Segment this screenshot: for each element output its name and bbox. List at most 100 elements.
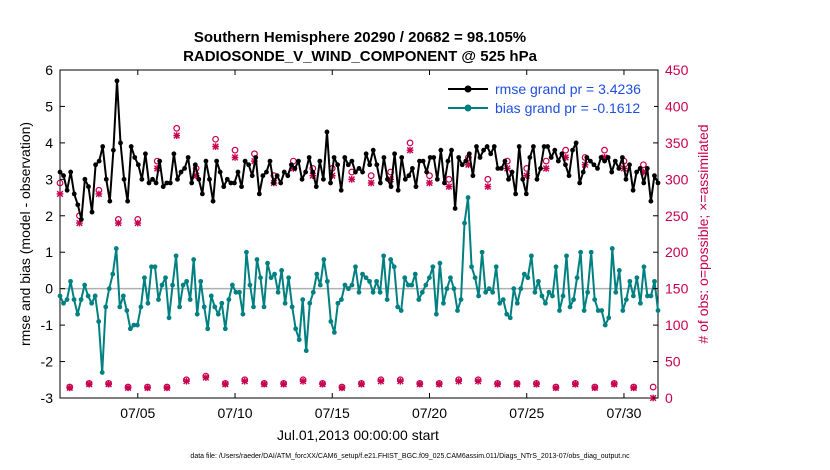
- rmse-point: [602, 158, 608, 164]
- obs-assimilated-marker: [173, 132, 181, 139]
- bias-point: [630, 293, 636, 299]
- rmse-point: [150, 176, 155, 182]
- bias-point: [462, 220, 467, 226]
- obs-assimilated-marker: [416, 380, 424, 388]
- bias-point: [258, 275, 263, 281]
- obs-possible-marker: [406, 139, 414, 147]
- rmse-point: [413, 184, 419, 190]
- bias-point: [384, 297, 390, 302]
- rmse-point: [143, 151, 148, 157]
- obs-assimilated-marker: [183, 377, 190, 385]
- bias-point: [205, 326, 211, 332]
- rmse-point: [374, 162, 380, 168]
- rmse-point: [210, 198, 216, 204]
- y-tick-label-right: 350: [665, 135, 689, 151]
- bias-point: [623, 297, 629, 302]
- x-tick-label: 07/25: [509, 405, 544, 421]
- rmse-point: [139, 176, 145, 182]
- bias-point: [578, 249, 584, 255]
- obs-assimilated-marker: [358, 380, 365, 388]
- obs-assimilated-marker: [474, 377, 482, 385]
- rmse-point: [324, 129, 330, 135]
- rmse-point: [96, 158, 102, 164]
- rmse-point: [506, 176, 511, 182]
- bias-point: [430, 264, 436, 270]
- rmse-point: [285, 173, 291, 179]
- obs-assimilated-marker: [435, 380, 443, 388]
- bias-point: [486, 286, 492, 292]
- obs-possible-marker: [649, 383, 657, 391]
- rmse-point: [110, 147, 116, 153]
- rmse-point: [431, 155, 437, 160]
- bias-point: [419, 289, 425, 295]
- bias-point: [71, 297, 77, 302]
- rmse-point: [192, 162, 198, 168]
- bias-point: [226, 297, 232, 302]
- rmse-point: [171, 151, 177, 157]
- rmse-point: [199, 191, 205, 197]
- x-tick-label: 07/05: [120, 405, 155, 421]
- rmse-point: [523, 191, 529, 197]
- axes: 07/05 07/10 07/15 07/20 07/25 07/30 -3 -2 -1 0 1 2 3…: [41, 62, 689, 421]
- rmse-point: [242, 158, 248, 164]
- obs-assimilated-marker: [221, 380, 229, 388]
- rmse-point: [239, 184, 244, 190]
- obs-assimilated-marker: [212, 143, 219, 150]
- bias-point: [356, 289, 362, 295]
- chart-title-line1: Southern Hemisphere 20290 / 20682 = 98.1…: [194, 29, 526, 46]
- rmse-point: [146, 180, 152, 186]
- bias-point: [423, 282, 429, 288]
- bias-point: [398, 308, 404, 313]
- rmse-point: [395, 187, 401, 193]
- bias-point: [321, 257, 327, 262]
- rmse-point: [595, 166, 600, 171]
- bias-point: [103, 304, 109, 310]
- rmse-point: [559, 151, 565, 157]
- obs-possible-marker: [231, 146, 239, 154]
- bias-point: [599, 308, 605, 313]
- bias-point: [293, 326, 299, 332]
- rmse-point: [548, 155, 554, 160]
- bias-point: [57, 293, 63, 299]
- rmse-point: [86, 184, 91, 190]
- obs-assimilated-marker: [426, 179, 433, 187]
- rmse-point: [303, 169, 309, 175]
- y-tick-label-left: 1: [45, 244, 53, 260]
- y-tick-label-right: 300: [665, 171, 689, 187]
- rmse-point: [249, 173, 255, 179]
- bias-point: [99, 370, 105, 375]
- y-tick-label-right: 50: [665, 354, 681, 370]
- bias-point: [272, 271, 277, 277]
- bias-point: [275, 289, 281, 295]
- obs-assimilated-marker: [455, 377, 463, 385]
- obs-assimilated-marker: [571, 380, 579, 388]
- y-axis-label-left: rmse and bias (model - observation): [17, 122, 33, 346]
- rmse-point: [260, 173, 266, 179]
- bias-point: [96, 319, 102, 324]
- obs-assimilated-marker: [124, 384, 132, 392]
- rmse-point: [328, 180, 333, 186]
- obs-possible-marker: [56, 179, 64, 187]
- bias-point: [187, 297, 193, 302]
- bias-point: [620, 308, 626, 313]
- bias-point: [546, 289, 552, 295]
- bias-point: [514, 300, 520, 306]
- x-tick-label: 07/30: [606, 405, 641, 421]
- rmse-point: [424, 169, 430, 175]
- bias-point: [479, 249, 485, 255]
- bias-point: [177, 304, 183, 310]
- rmse-point: [516, 144, 522, 149]
- rmse-point: [89, 209, 95, 215]
- rmse-point: [125, 198, 131, 204]
- bias-point: [300, 297, 306, 302]
- rmse-point: [256, 191, 262, 197]
- bias-point: [339, 297, 344, 302]
- bias-point: [310, 289, 316, 295]
- bias-point: [458, 297, 464, 302]
- rmse-point: [385, 176, 390, 182]
- bias-point: [303, 348, 309, 354]
- bias-point: [574, 275, 580, 281]
- rmse-point: [591, 162, 597, 168]
- rmse-point: [313, 184, 319, 190]
- rmse-point: [491, 144, 497, 149]
